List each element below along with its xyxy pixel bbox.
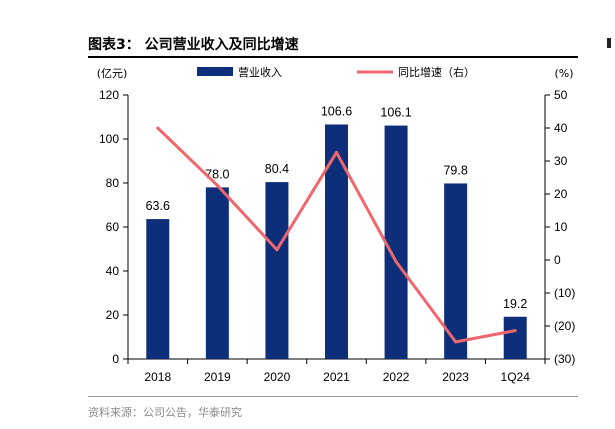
figure-title: 图表3： 公司营业收入及同比增速 (88, 37, 299, 53)
growth-point (156, 126, 160, 130)
right-tick-label: 50 (554, 88, 568, 102)
left-tick-label: 80 (106, 176, 120, 190)
title-rule (88, 56, 578, 58)
revenue-bar (265, 182, 289, 359)
x-tick-label: 2019 (204, 370, 231, 384)
source-note: 资料来源：公司公告，华泰研究 (88, 406, 242, 419)
adjacent-page-edge (607, 38, 611, 48)
revenue-bar (444, 183, 468, 359)
revenue-bar (384, 125, 408, 359)
right-tick-label: 30 (554, 154, 568, 168)
left-tick-label: 100 (99, 132, 119, 146)
right-tick-label: 0 (554, 253, 561, 267)
x-tick-label: 2018 (144, 370, 171, 384)
right-tick-label: 20 (554, 187, 568, 201)
growth-point (394, 260, 398, 264)
revenue-data-label: 79.8 (443, 163, 467, 177)
growth-point (215, 183, 219, 187)
revenue-bar (325, 124, 348, 359)
x-tick-label: 2021 (323, 370, 350, 384)
left-tick-label: 40 (106, 264, 120, 278)
revenue-bar (503, 316, 527, 359)
left-tick-label: 120 (99, 88, 119, 102)
x-tick-label: 2020 (264, 370, 291, 384)
source-rule (88, 396, 578, 397)
revenue-data-label: 19.2 (503, 297, 527, 311)
right-tick-label: (10) (554, 286, 575, 300)
growth-point (513, 329, 517, 333)
revenue-data-label: 106.1 (380, 106, 411, 120)
x-tick-label: 1Q24 (501, 370, 531, 384)
right-tick-label: (20) (554, 319, 575, 333)
left-tick-label: 60 (106, 220, 120, 234)
legend-revenue-label: 营业收入 (238, 65, 282, 79)
growth-point (275, 248, 279, 252)
legend-growth-label: 同比增速（右） (398, 65, 475, 79)
growth-point (335, 150, 338, 154)
revenue-bar (205, 187, 229, 359)
right-tick-label: (30) (554, 352, 575, 366)
revenue-data-label: 63.6 (146, 199, 170, 213)
x-tick-label: 2023 (442, 370, 469, 384)
legend-revenue-swatch (197, 67, 233, 76)
left-tick-label: 0 (112, 352, 119, 366)
revenue-data-label: 80.4 (265, 162, 289, 176)
right-tick-label: 40 (554, 121, 568, 135)
right-axis-unit: (%) (554, 67, 573, 80)
left-axis-unit: (亿元) (97, 67, 128, 80)
revenue-data-label: 78.0 (205, 167, 229, 181)
revenue-data-label: 106.6 (321, 104, 352, 118)
revenue-bar (146, 219, 170, 359)
growth-point (454, 340, 458, 344)
x-tick-label: 2022 (383, 370, 410, 384)
left-tick-label: 20 (106, 308, 120, 322)
right-tick-label: 10 (554, 220, 568, 234)
